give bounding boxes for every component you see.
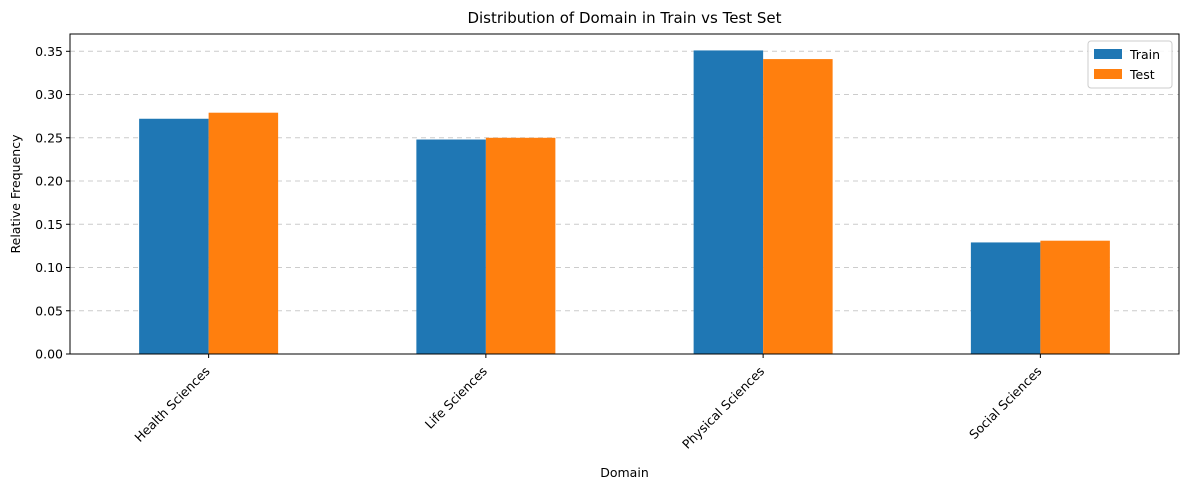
bar-train-health-sciences (139, 118, 209, 354)
axes (69, 33, 1180, 355)
y-tick-label: 0.20 (35, 174, 63, 189)
bar-train-social-sciences (970, 242, 1041, 354)
legend-label-test: Test (1129, 67, 1155, 82)
bar-test-health-sciences (208, 112, 279, 355)
plot-frame (69, 33, 1180, 355)
y-tick-label: 0.05 (35, 303, 63, 318)
bar-train-physical-sciences (693, 50, 764, 354)
legend-swatch-train (1094, 49, 1122, 59)
y-axis-label: Relative Frequency (8, 134, 23, 254)
bars (139, 50, 1110, 355)
legend: Train Test (1087, 40, 1173, 89)
x-tick-label: Life Sciences (422, 364, 490, 432)
y-tick-label: 0.10 (35, 260, 63, 275)
y-tick-label: 0.30 (35, 87, 63, 102)
legend-label-train: Train (1129, 47, 1160, 62)
bar-test-social-sciences (1040, 240, 1110, 354)
x-axis-label: Domain (600, 465, 649, 480)
y-tick-label: 0.25 (35, 130, 63, 145)
y-tick-label: 0.15 (35, 217, 63, 232)
x-tick-label: Physical Sciences (679, 364, 767, 452)
x-tick-label: Social Sciences (966, 364, 1044, 442)
x-axis-ticks: Health Sciences Life Sciences Physical Sci… (131, 354, 1044, 452)
bar-test-physical-sciences (763, 59, 833, 354)
y-tick-label: 0.35 (35, 44, 63, 59)
y-axis-ticks: 0.00 0.05 0.10 0.15 0.20 0.25 0.30 0.35 (35, 44, 70, 362)
bar-train-life-sciences (416, 139, 486, 354)
bar-test-life-sciences (485, 137, 556, 354)
legend-swatch-test (1094, 69, 1122, 79)
y-tick-label: 0.00 (35, 347, 63, 362)
chart-title: Distribution of Domain in Train vs Test … (467, 9, 781, 27)
x-tick-label: Health Sciences (131, 364, 212, 445)
